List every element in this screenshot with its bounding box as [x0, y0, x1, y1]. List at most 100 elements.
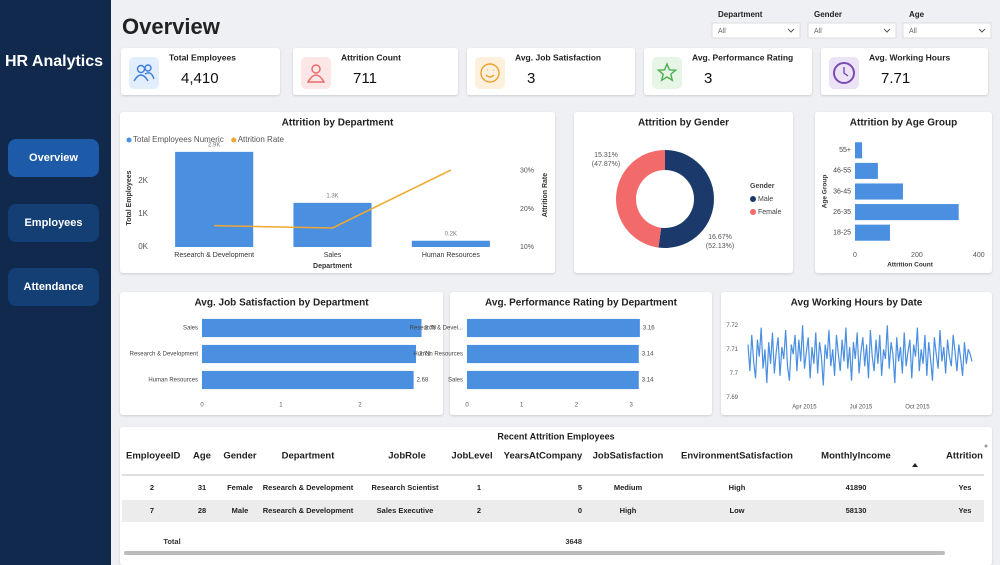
x-tick-label: Apr 2015 — [792, 405, 817, 411]
kpi-card — [293, 48, 458, 95]
x-tick-label: 1 — [279, 403, 283, 409]
line — [747, 325, 973, 386]
table-cell: Yes — [959, 483, 972, 492]
chart-title: Attrition by Gender — [638, 118, 729, 129]
y-tick-label: Sales — [183, 326, 198, 332]
bar — [855, 142, 863, 159]
nav-label[interactable]: Employees — [24, 217, 82, 229]
y-tick-label: 7.72 — [726, 323, 738, 329]
bar — [293, 202, 372, 247]
bar — [175, 151, 254, 247]
table-cell: 58130 — [846, 506, 867, 515]
data-label: 2.71 — [419, 352, 431, 358]
x-tick-label: Sales — [324, 252, 342, 259]
icon — [656, 62, 678, 82]
nav-button[interactable] — [8, 139, 99, 177]
nav-label[interactable]: Attendance — [24, 281, 84, 293]
column-header: YearsAtCompany — [504, 451, 583, 462]
data-label: 0.2K — [445, 231, 457, 237]
table-cell: High — [729, 483, 746, 492]
icon — [133, 72, 155, 82]
filter-value[interactable]: All — [718, 28, 726, 35]
legend-marker — [750, 209, 756, 215]
data-label: 2.68 — [417, 378, 429, 384]
table-cell: Low — [730, 506, 745, 515]
data-label: 2.9K — [208, 142, 220, 148]
chart-title: Attrition by Age Group — [850, 118, 957, 129]
column-header: EmployeeID — [126, 451, 181, 462]
dropdown-chevron — [978, 28, 986, 33]
table-cell: 0 — [578, 506, 582, 515]
y-tick-label: 18-25 — [833, 230, 851, 237]
icon — [833, 62, 855, 84]
icon — [485, 69, 495, 78]
y-tick-label: 7.71 — [726, 347, 738, 353]
data-label: 3.16 — [643, 326, 655, 332]
chart-card — [721, 292, 992, 415]
filter-value[interactable]: All — [814, 28, 822, 35]
table-cell: Male — [232, 506, 249, 515]
x-tick-label: 2 — [358, 403, 362, 409]
kpi-card — [821, 48, 988, 95]
x-tick-label: 0 — [465, 403, 469, 409]
column-header: JobSatisfaction — [593, 451, 664, 462]
y-tick-label: 1K — [138, 209, 148, 218]
icon — [480, 63, 500, 83]
bar — [855, 224, 890, 241]
bar — [202, 370, 414, 390]
kpi-card — [121, 48, 280, 95]
x-tick-label: Research & Development — [174, 252, 254, 259]
y-axis-title: Age Group — [822, 175, 829, 209]
kpi-label: Total Employees — [169, 52, 236, 62]
y-tick-label: 0K — [138, 242, 148, 251]
y-tick-label: Human Resources — [413, 352, 463, 358]
filter-dropdown[interactable] — [807, 22, 897, 39]
filter-value[interactable]: All — [909, 28, 917, 35]
table-cell: 28 — [198, 506, 206, 515]
bar — [202, 344, 416, 364]
kpi-icon-bg — [652, 57, 682, 89]
kpi-card — [644, 48, 812, 95]
column-header: EnvironmentSatisfaction — [681, 451, 793, 462]
kpi-card — [467, 48, 635, 95]
column-header: JobLevel — [451, 451, 492, 462]
bar — [467, 370, 639, 390]
kpi-label: Attrition Count — [341, 52, 401, 62]
filter-label: Department — [718, 10, 763, 19]
icon — [144, 64, 152, 72]
legend-label: Male — [758, 196, 773, 203]
table-cell: 2 — [150, 483, 154, 492]
total-value: 3648 — [565, 537, 582, 546]
table-cell: 2 — [477, 506, 481, 515]
table-cell: Research & Development — [263, 506, 354, 515]
legend-title: Gender — [750, 183, 775, 190]
legend-marker — [750, 196, 756, 202]
filter-dropdown[interactable] — [711, 22, 801, 39]
kpi-value: 3 — [704, 70, 712, 87]
legend-label: Total Employees Numeric — [133, 135, 224, 144]
share-label: (47.87%) — [592, 161, 620, 168]
kpi-label: Avg. Working Hours — [869, 52, 951, 62]
icon — [311, 64, 321, 74]
scrollbar[interactable] — [124, 551, 945, 555]
data-label: 2.78 — [425, 326, 437, 332]
x-axis-title: Attrition Count — [887, 262, 934, 269]
x-tick-label: 0 — [200, 403, 204, 409]
column-header: MonthlyIncome — [821, 451, 891, 462]
rate-label: 16.67% — [708, 234, 732, 241]
y-tick-label: 46-55 — [833, 168, 851, 175]
nav-button[interactable] — [8, 268, 99, 306]
x-axis-title: Department — [313, 263, 353, 270]
filter-label: Age — [909, 10, 925, 19]
table-title: Recent Attrition Employees — [497, 431, 614, 441]
nav-button[interactable] — [8, 204, 99, 242]
column-header: Age — [193, 451, 211, 462]
app-title: HR Analytics — [5, 53, 103, 70]
nav-label[interactable]: Overview — [29, 152, 78, 164]
filter-dropdown[interactable] — [902, 22, 992, 39]
y-tick-label: 2K — [138, 176, 148, 185]
table-cell: 5 — [578, 483, 582, 492]
filter-label: Gender — [814, 10, 842, 19]
